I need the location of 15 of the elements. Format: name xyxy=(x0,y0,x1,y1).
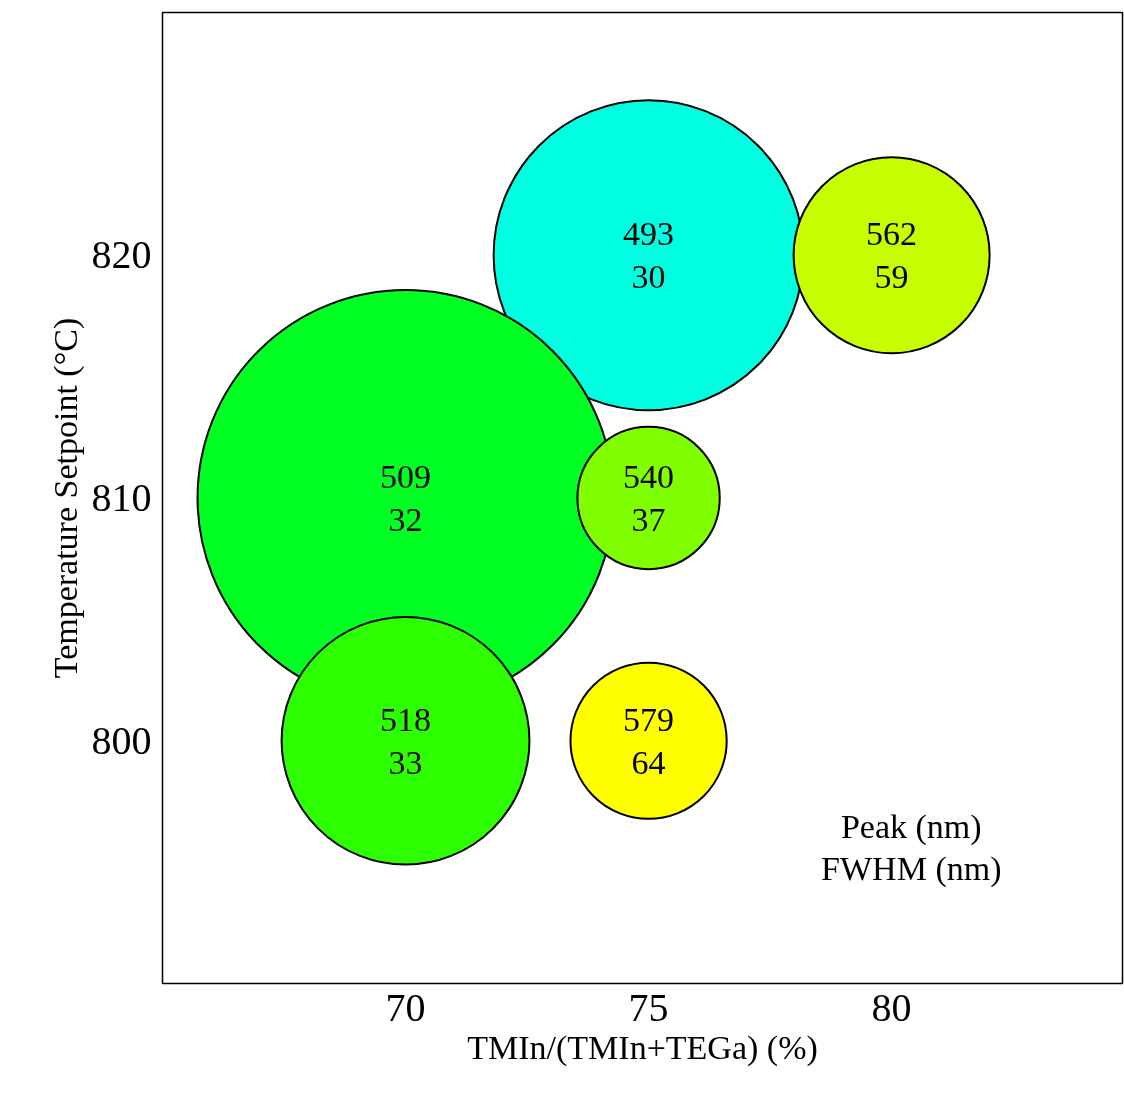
annotation: 540 37 xyxy=(623,458,675,538)
y-axis-title: Temperature Setpoint (°C) xyxy=(46,317,85,679)
x-tick-label: 80 xyxy=(871,984,912,1030)
y-tick-label: 820 xyxy=(91,232,152,278)
annotation: 579 64 xyxy=(623,700,675,781)
annotation: 509 32 xyxy=(380,458,432,538)
x-tick-label: 70 xyxy=(385,984,426,1030)
annotation: 562 59 xyxy=(866,215,918,296)
y-tick-label: 810 xyxy=(91,475,152,520)
annotation: 518 33 xyxy=(380,700,432,781)
annotation: 493 30 xyxy=(623,215,675,296)
x-tick-label: 75 xyxy=(628,984,669,1030)
x-axis-title: TMIn/(TMIn+TEGa) (%) xyxy=(467,1028,818,1067)
y-tick-label: 800 xyxy=(91,717,152,763)
annotation: Peak (nm) FWHM (nm) xyxy=(821,807,1002,889)
